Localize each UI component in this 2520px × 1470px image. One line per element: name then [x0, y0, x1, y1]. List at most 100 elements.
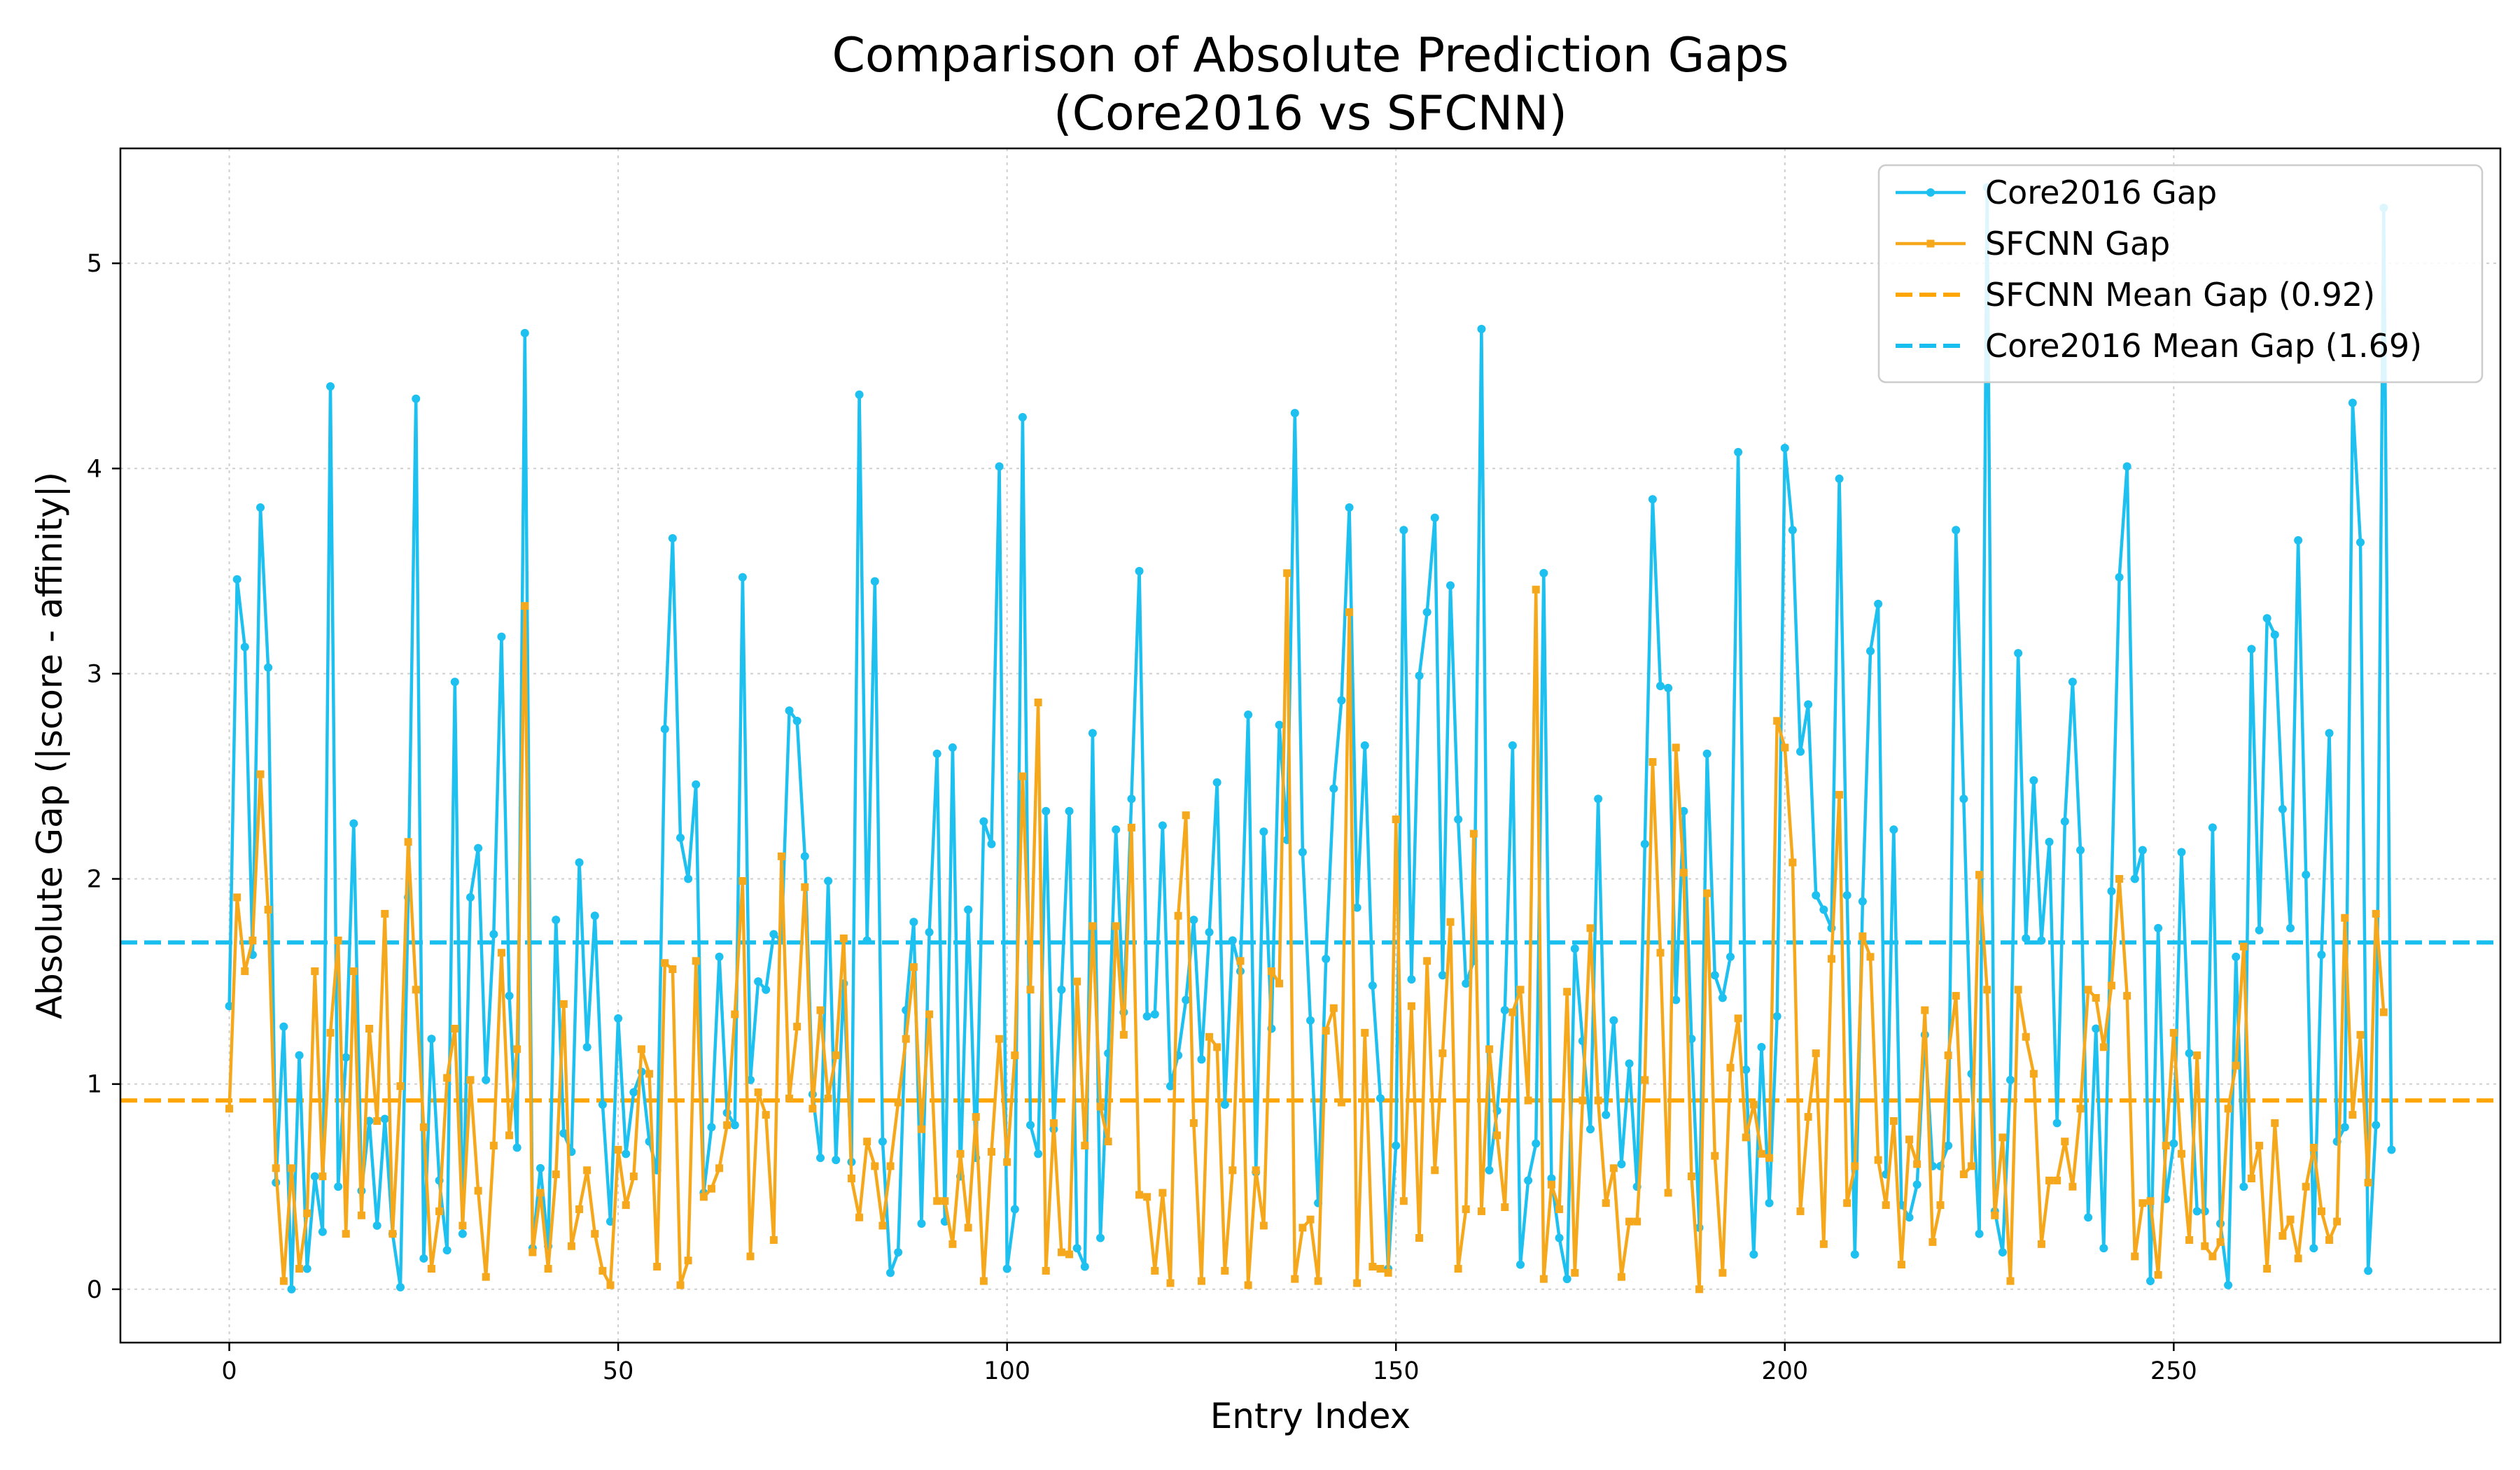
data-point — [396, 1082, 405, 1091]
data-point — [2123, 992, 2132, 1000]
data-point — [964, 905, 973, 914]
data-point — [676, 1281, 685, 1289]
data-point — [1539, 568, 1548, 578]
data-point — [2169, 1028, 2178, 1037]
data-point — [1057, 1248, 1065, 1256]
data-point — [357, 1211, 365, 1219]
data-point — [241, 967, 249, 975]
data-point — [552, 1170, 560, 1179]
data-point — [2356, 1030, 2365, 1039]
data-point — [932, 749, 941, 758]
data-point — [1329, 1004, 1338, 1012]
data-point — [2302, 870, 2311, 879]
data-point — [1539, 1275, 1548, 1283]
data-point — [1360, 741, 1369, 750]
data-point — [1213, 1043, 1222, 1051]
data-point — [1189, 1119, 1198, 1127]
data-point — [1026, 1121, 1035, 1130]
data-point — [1127, 794, 1136, 804]
data-point — [2348, 398, 2357, 407]
data-point — [1858, 897, 1867, 906]
data-point — [2216, 1238, 2225, 1246]
data-point — [2138, 1199, 2147, 1208]
data-point — [668, 533, 677, 542]
legend: Core2016 Gap SFCNN Gap SFCNN Mean Gap (0.9… — [1877, 164, 2484, 384]
data-point — [1322, 954, 1331, 963]
data-point — [2239, 1182, 2248, 1191]
data-point — [2045, 837, 2054, 846]
data-point — [1656, 681, 1665, 690]
data-point — [1508, 1008, 1517, 1016]
data-point — [2169, 1139, 2178, 1148]
data-point — [2084, 1213, 2093, 1222]
data-point — [1034, 698, 1042, 706]
data-point — [1975, 1229, 1984, 1238]
data-point — [1018, 772, 1027, 780]
data-point — [1547, 1174, 1556, 1183]
data-point — [1166, 1082, 1175, 1091]
data-point — [2262, 614, 2272, 623]
data-point — [373, 1116, 382, 1125]
data-point — [1851, 1162, 1859, 1170]
data-point — [707, 1184, 715, 1193]
data-point — [1679, 806, 1688, 816]
data-point — [1648, 495, 1657, 504]
data-point — [1221, 1266, 1229, 1275]
data-point — [2192, 1207, 2202, 1216]
data-point — [1267, 967, 1275, 975]
x-tick-label: 250 — [2150, 1357, 2197, 1385]
data-point — [956, 1149, 965, 1158]
data-point — [2154, 923, 2163, 932]
data-point — [863, 1138, 872, 1146]
data-point — [1477, 1207, 1485, 1215]
data-point — [575, 858, 584, 867]
data-point — [591, 1230, 599, 1238]
data-point — [2177, 1149, 2185, 1158]
data-point — [575, 1205, 584, 1213]
data-point — [1781, 743, 1789, 752]
data-point — [769, 930, 778, 939]
legend-items: Core2016 Gap SFCNN Gap SFCNN Mean Gap (0.9… — [1896, 174, 2422, 365]
data-point — [964, 1224, 972, 1232]
legend-label: SFCNN Mean Gap (0.92) — [1985, 276, 2375, 314]
y-tick-label: 5 — [87, 250, 102, 278]
data-point — [1640, 839, 1649, 848]
data-point — [1143, 1193, 1152, 1201]
data-point — [303, 1209, 312, 1217]
data-point — [1641, 1076, 1649, 1084]
data-point — [1702, 749, 1712, 758]
data-point — [723, 1121, 732, 1129]
data-point — [2107, 887, 2116, 896]
data-point — [2099, 1244, 2108, 1253]
data-point — [1975, 871, 1984, 879]
data-point — [1944, 1051, 1952, 1060]
data-point — [2029, 1070, 2038, 1078]
data-point — [933, 1197, 941, 1205]
data-point — [1594, 1096, 1602, 1105]
data-point — [2029, 776, 2038, 785]
x-axis-label: Entry Index — [1210, 1396, 1411, 1436]
data-point — [816, 1006, 825, 1014]
data-point — [474, 1186, 482, 1195]
data-point — [886, 1162, 895, 1170]
data-point — [1609, 1016, 1618, 1025]
data-point — [2076, 846, 2085, 855]
data-point — [1415, 1234, 1424, 1242]
data-point — [1780, 443, 1789, 452]
data-point — [1189, 916, 1198, 925]
data-point — [256, 770, 265, 778]
data-point — [832, 1051, 840, 1060]
data-point — [715, 952, 724, 961]
data-point — [2247, 645, 2256, 654]
data-point — [855, 1213, 864, 1222]
data-point — [1500, 1006, 1509, 1015]
data-point — [318, 1172, 327, 1181]
data-point — [1073, 977, 1082, 986]
data-point — [1555, 1205, 1564, 1213]
data-point — [2060, 817, 2069, 826]
data-point — [1182, 995, 1191, 1004]
data-point — [622, 1149, 631, 1158]
data-point — [2247, 1174, 2255, 1182]
data-point — [1493, 1131, 1502, 1140]
data-point — [1072, 1244, 1082, 1253]
